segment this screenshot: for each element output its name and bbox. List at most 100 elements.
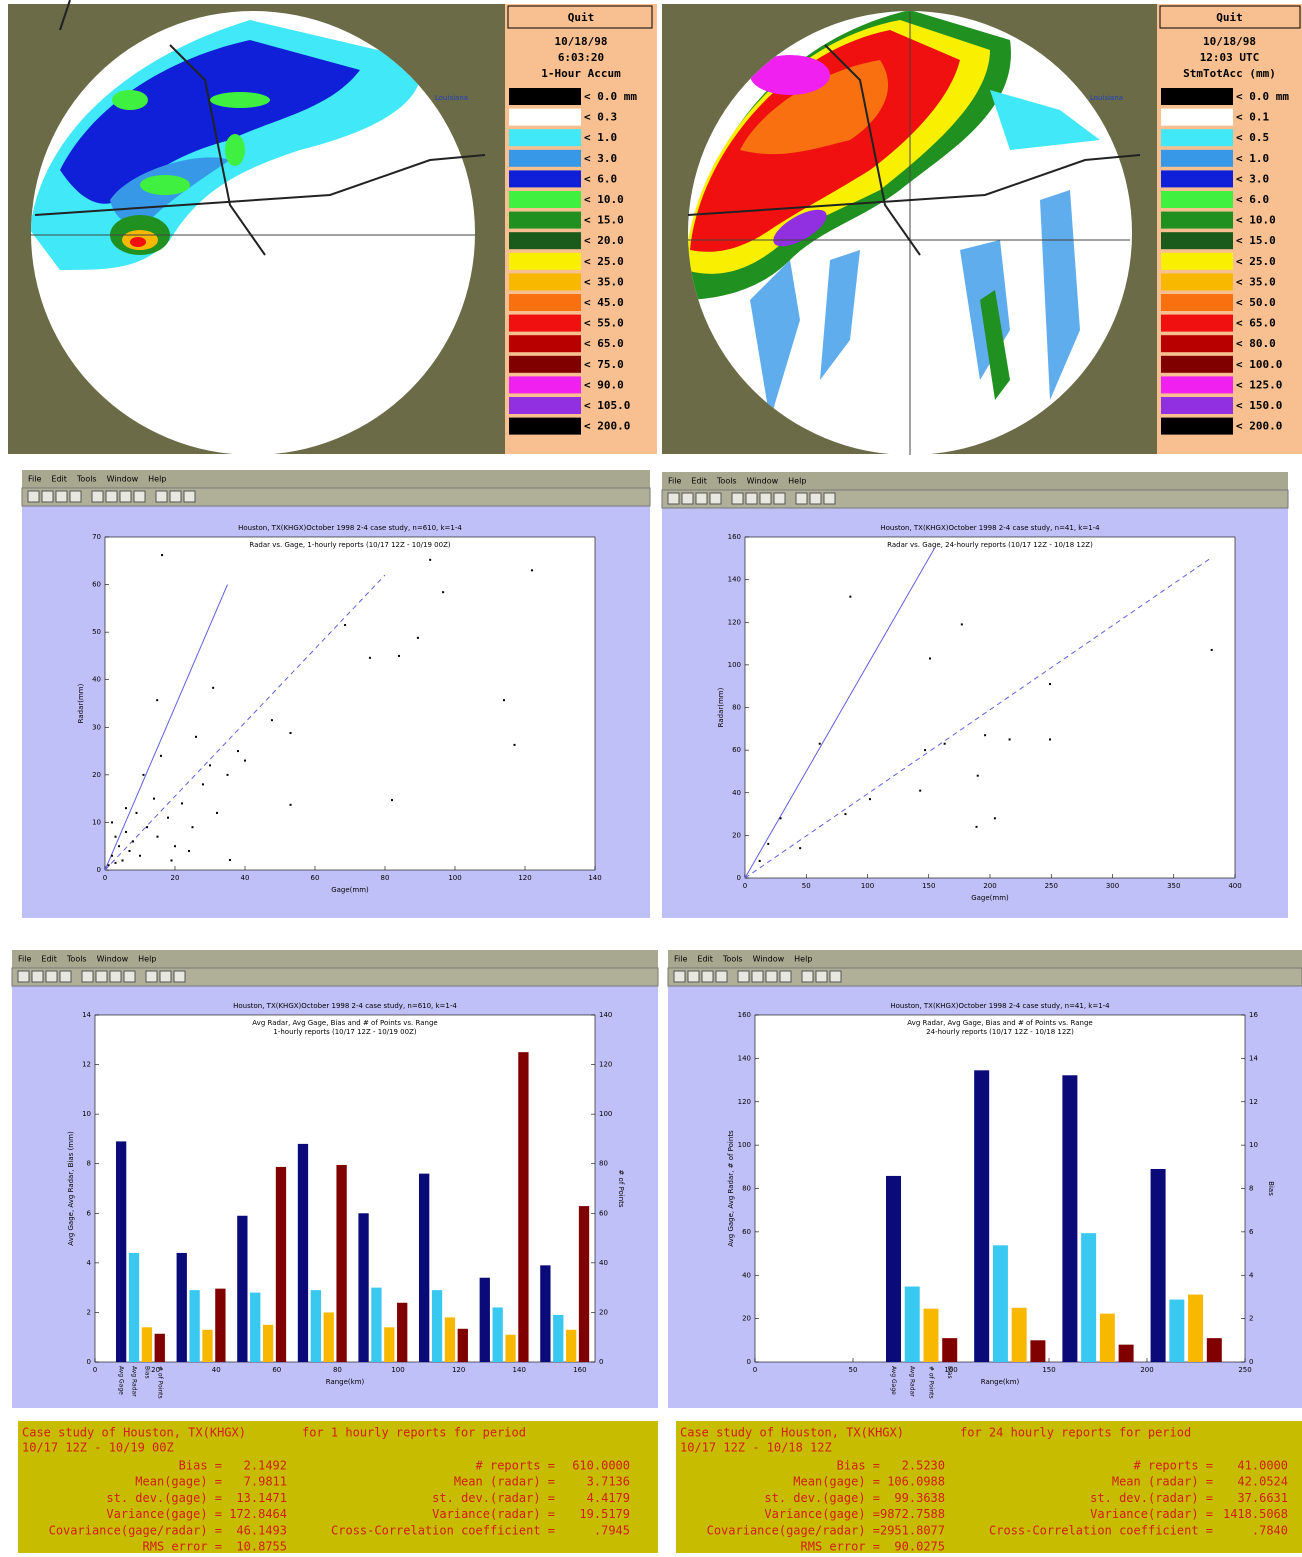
menu-item[interactable]: Tools bbox=[716, 477, 737, 486]
stat-label: Mean (radar) = bbox=[454, 1475, 555, 1489]
toolbar-button[interactable] bbox=[732, 493, 743, 504]
toolbar-button[interactable] bbox=[82, 971, 93, 982]
toolbar-button[interactable] bbox=[32, 971, 43, 982]
point bbox=[271, 719, 273, 721]
toolbar-button[interactable] bbox=[146, 971, 157, 982]
toolbar-button[interactable] bbox=[696, 493, 707, 504]
toolbar-button[interactable] bbox=[710, 493, 721, 504]
menu-item[interactable]: File bbox=[18, 955, 31, 964]
toolbar-button[interactable] bbox=[816, 971, 827, 982]
toolbar-button[interactable] bbox=[42, 491, 53, 502]
stats-heading: Case study of Houston, TX(KHGX) bbox=[22, 1426, 246, 1440]
toolbar-button[interactable] bbox=[674, 971, 685, 982]
menu-item[interactable]: Window bbox=[753, 955, 785, 964]
point bbox=[167, 817, 169, 819]
menu-item[interactable]: Tools bbox=[722, 955, 743, 964]
menu-item[interactable]: Window bbox=[747, 477, 779, 486]
toolbar-button[interactable] bbox=[106, 491, 117, 502]
toolbar-button[interactable] bbox=[830, 971, 841, 982]
toolbar-button[interactable] bbox=[752, 971, 763, 982]
toolbar-button[interactable] bbox=[738, 971, 749, 982]
legend-label: < 50.0 bbox=[1236, 296, 1276, 309]
bar bbox=[1062, 1075, 1077, 1362]
toolbar-button[interactable] bbox=[46, 971, 57, 982]
y-tick-label: 12 bbox=[82, 1061, 91, 1069]
legend-label: < 0.5 bbox=[1236, 131, 1269, 144]
toolbar-button[interactable] bbox=[760, 493, 771, 504]
point bbox=[181, 802, 183, 804]
toolbar-button[interactable] bbox=[810, 493, 821, 504]
menu-item[interactable]: Help bbox=[788, 477, 806, 486]
menu-item[interactable]: Tools bbox=[76, 475, 97, 484]
toolbar-button[interactable] bbox=[824, 493, 835, 504]
menu-item[interactable]: Help bbox=[138, 955, 156, 964]
x-tick-label: 140 bbox=[513, 1366, 526, 1374]
toolbar-button[interactable] bbox=[96, 971, 107, 982]
bar bbox=[1081, 1233, 1096, 1362]
bar bbox=[974, 1070, 989, 1362]
toolbar-button[interactable] bbox=[780, 971, 791, 982]
menu-item[interactable]: Window bbox=[97, 955, 129, 964]
menu-item[interactable]: Help bbox=[148, 475, 166, 484]
toolbar-button[interactable] bbox=[702, 971, 713, 982]
y-tick-label: 80 bbox=[742, 1185, 751, 1193]
toolbar-button[interactable] bbox=[56, 491, 67, 502]
quit-label[interactable]: Quit bbox=[1216, 11, 1243, 24]
stat-value: 4.4179 bbox=[587, 1491, 630, 1505]
menu-item[interactable]: Help bbox=[794, 955, 812, 964]
toolbar-button[interactable] bbox=[184, 491, 195, 502]
toolbar-button[interactable] bbox=[746, 493, 757, 504]
legend-swatch bbox=[1161, 253, 1233, 270]
menu-item[interactable]: Edit bbox=[51, 475, 67, 484]
menu-item[interactable]: Edit bbox=[41, 955, 57, 964]
toolbar-button[interactable] bbox=[28, 491, 39, 502]
toolbar-button[interactable] bbox=[156, 491, 167, 502]
toolbar-button[interactable] bbox=[70, 491, 81, 502]
legend-label: < 25.0 bbox=[584, 255, 624, 268]
stat-value: 172.8464 bbox=[229, 1507, 287, 1521]
legend-label: < 10.0 bbox=[1236, 214, 1276, 227]
toolbar-button[interactable] bbox=[160, 971, 171, 982]
toolbar-button[interactable] bbox=[766, 971, 777, 982]
toolbar-button[interactable] bbox=[134, 491, 145, 502]
y-tick-label: 80 bbox=[732, 704, 741, 712]
toolbar-button[interactable] bbox=[120, 491, 131, 502]
toolbar-button[interactable] bbox=[774, 493, 785, 504]
menu-item[interactable]: Window bbox=[107, 475, 139, 484]
point bbox=[759, 860, 761, 862]
toolbar-button[interactable] bbox=[124, 971, 135, 982]
legend-label: < 200.0 bbox=[1236, 420, 1282, 433]
bar bbox=[1012, 1308, 1027, 1362]
menu-item[interactable]: File bbox=[28, 475, 41, 484]
toolbar-button[interactable] bbox=[60, 971, 71, 982]
toolbar-button[interactable] bbox=[716, 971, 727, 982]
toolbar-button[interactable] bbox=[110, 971, 121, 982]
legend-header: 12:03 UTC bbox=[1200, 51, 1260, 64]
quit-label[interactable]: Quit bbox=[568, 11, 595, 24]
toolbar-button[interactable] bbox=[796, 493, 807, 504]
bar bbox=[993, 1245, 1008, 1362]
menu-item[interactable]: Tools bbox=[66, 955, 87, 964]
menu-item[interactable]: Edit bbox=[697, 955, 713, 964]
legend-swatch bbox=[1161, 335, 1233, 352]
x-tick-label: 120 bbox=[452, 1366, 465, 1374]
y-tick-label: 120 bbox=[738, 1098, 751, 1106]
toolbar-button[interactable] bbox=[682, 493, 693, 504]
toolbar-button[interactable] bbox=[174, 971, 185, 982]
y2-tick-label: 4 bbox=[1249, 1271, 1254, 1279]
toolbar-button[interactable] bbox=[170, 491, 181, 502]
menu-item[interactable]: File bbox=[668, 477, 681, 486]
toolbar-button[interactable] bbox=[668, 493, 679, 504]
bar bbox=[215, 1289, 225, 1362]
stat-label: Bias = bbox=[179, 1459, 222, 1473]
legend-label: < 20.0 bbox=[584, 234, 624, 247]
toolbar-button[interactable] bbox=[18, 971, 29, 982]
legend-label: < 0.1 bbox=[1236, 111, 1269, 124]
toolbar-button[interactable] bbox=[802, 971, 813, 982]
toolbar-button[interactable] bbox=[92, 491, 103, 502]
x-tick-label: 50 bbox=[849, 1366, 858, 1374]
toolbar-button[interactable] bbox=[688, 971, 699, 982]
menu-item[interactable]: Edit bbox=[691, 477, 707, 486]
menu-item[interactable]: File bbox=[674, 955, 687, 964]
y-tick-label: 6 bbox=[87, 1209, 92, 1217]
